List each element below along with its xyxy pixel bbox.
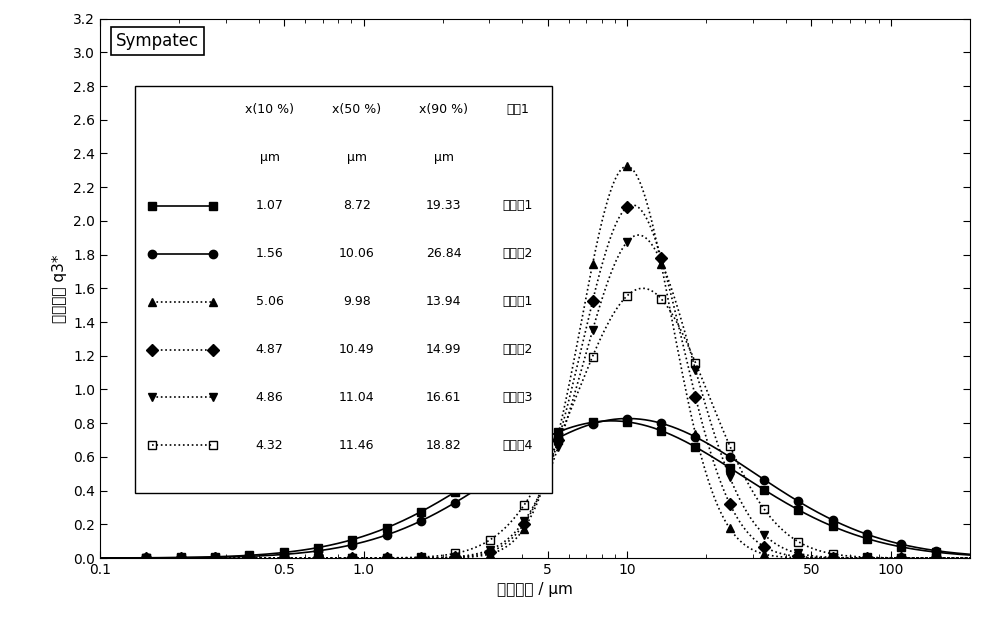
Text: 1.07: 1.07	[256, 199, 284, 212]
Text: 实施例3: 实施例3	[502, 391, 533, 404]
Text: 13.94: 13.94	[426, 295, 461, 308]
Text: 19.33: 19.33	[426, 199, 461, 212]
Text: 5.06: 5.06	[256, 295, 284, 308]
Text: 11.04: 11.04	[339, 391, 374, 404]
Bar	[135, 86, 552, 494]
Text: 实施例1: 实施例1	[502, 295, 533, 308]
X-axis label: 颗粒尺寸 / μm: 颗粒尺寸 / μm	[497, 582, 573, 598]
Text: 实施例2: 实施例2	[502, 343, 533, 356]
Text: 10.06: 10.06	[339, 247, 375, 260]
Text: 4.86: 4.86	[256, 391, 284, 404]
Text: 8.72: 8.72	[343, 199, 371, 212]
Text: μm: μm	[434, 151, 454, 164]
Text: x(90 %): x(90 %)	[419, 104, 468, 117]
Text: 26.84: 26.84	[426, 247, 461, 260]
Text: 10.49: 10.49	[339, 343, 374, 356]
Text: 4.32: 4.32	[256, 439, 283, 452]
Text: 参考例1: 参考例1	[502, 199, 533, 212]
Text: 11.46: 11.46	[339, 439, 374, 452]
Text: x(50 %): x(50 %)	[332, 104, 381, 117]
Text: Sympatec: Sympatec	[116, 32, 199, 50]
Text: μm: μm	[260, 151, 280, 164]
Text: 18.82: 18.82	[426, 439, 462, 452]
Text: μm: μm	[347, 151, 367, 164]
Y-axis label: 频率分布 q3*: 频率分布 q3*	[52, 254, 67, 322]
Text: 参考例2: 参考例2	[502, 247, 533, 260]
Text: 1.56: 1.56	[256, 247, 284, 260]
Text: 14.99: 14.99	[426, 343, 461, 356]
Text: x(10 %): x(10 %)	[245, 104, 294, 117]
Text: 16.61: 16.61	[426, 391, 461, 404]
Text: 参数1: 参数1	[506, 104, 529, 117]
Text: 4.87: 4.87	[256, 343, 284, 356]
Text: 实施例4: 实施例4	[502, 439, 533, 452]
Text: 9.98: 9.98	[343, 295, 371, 308]
